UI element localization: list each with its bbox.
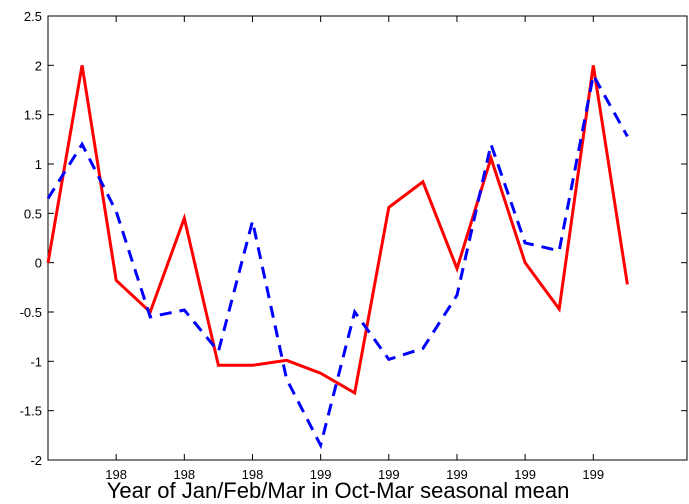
y-tick-label: -1 bbox=[30, 354, 42, 369]
plot-area-frame bbox=[47, 15, 688, 461]
x-tick-label: 198 bbox=[105, 467, 127, 482]
series-layer bbox=[46, 65, 629, 450]
y-tick-label: -2 bbox=[30, 453, 42, 468]
y-tick-label: -1.5 bbox=[20, 404, 42, 419]
x-tick-label: 199 bbox=[378, 467, 400, 482]
x-tick-label: 199 bbox=[310, 467, 332, 482]
y-tick-label: 1.5 bbox=[24, 108, 42, 123]
x-axis-title: Year of Jan/Feb/Mar in Oct-Mar seasonal … bbox=[107, 478, 570, 503]
x-tick-label: 199 bbox=[582, 467, 604, 482]
x-tick-label: 198 bbox=[242, 467, 264, 482]
x-tick-label: 199 bbox=[514, 467, 536, 482]
series-line-blue-dashed bbox=[46, 70, 629, 450]
y-tick-label: 1 bbox=[35, 157, 42, 172]
y-tick-label: -0.5 bbox=[20, 305, 42, 320]
x-tick-label: 199 bbox=[446, 467, 468, 482]
y-tick-label: 0.5 bbox=[24, 206, 42, 221]
y-tick-label: 2.5 bbox=[24, 9, 42, 24]
x-tick-label: 198 bbox=[173, 467, 195, 482]
axis-ticks: -2 -1.5 -1 -0.5 0 0.5 1 1.5 2 2.5 198 198 198 199 199 1… bbox=[20, 9, 687, 482]
series-line-red-solid bbox=[46, 65, 629, 396]
y-tick-label: 0 bbox=[35, 256, 42, 271]
y-tick-label: 2 bbox=[35, 58, 42, 73]
